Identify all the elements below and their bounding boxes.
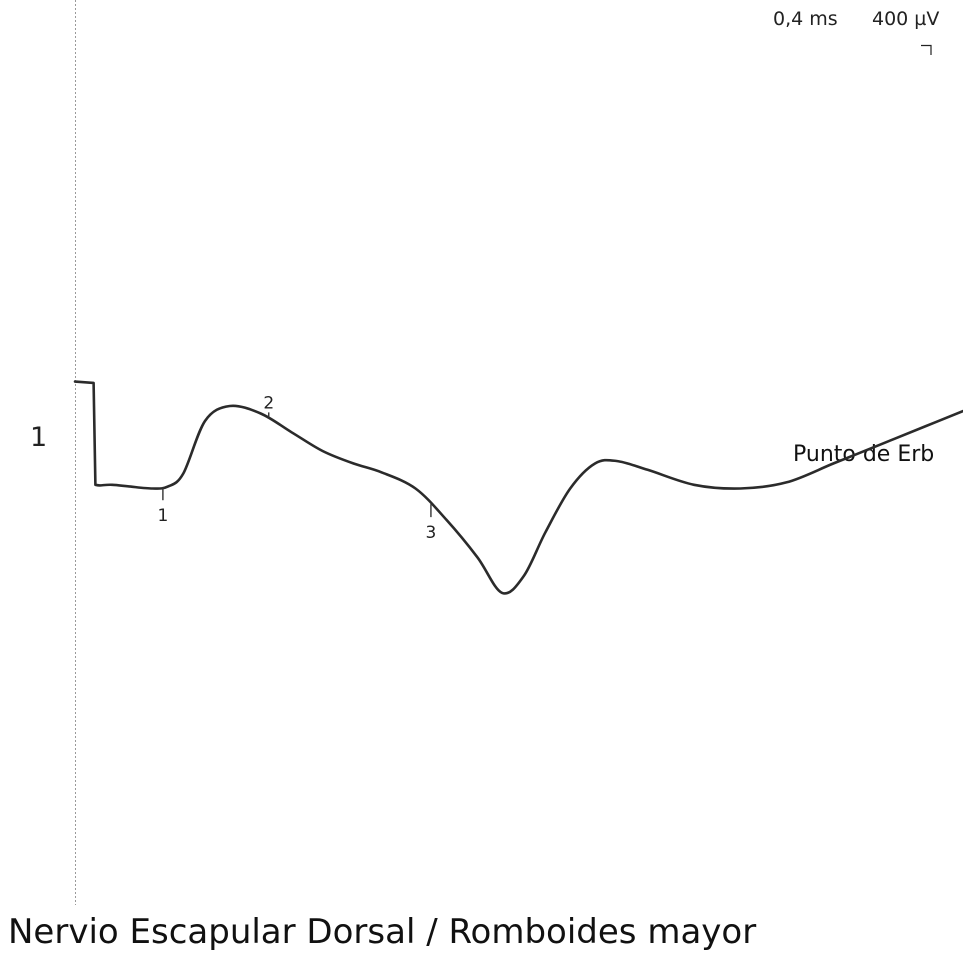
chart-title: Nervio Escapular Dorsal / Romboides mayo…: [8, 912, 757, 952]
scale-bar-icon: [921, 44, 932, 55]
waveform-trace: [73, 380, 963, 595]
stimulation-site-label: Punto de Erb: [793, 442, 934, 467]
latency-markers: 1 2 3: [157, 393, 436, 543]
marker-1-label: 1: [157, 506, 168, 526]
time-scale-label: 0,4 ms: [773, 8, 838, 30]
marker-2-label: 2: [263, 393, 274, 413]
marker-3-label: 3: [426, 523, 437, 543]
amplitude-scale-label: 400 µV: [872, 8, 939, 30]
trace-number: 1: [30, 422, 47, 453]
